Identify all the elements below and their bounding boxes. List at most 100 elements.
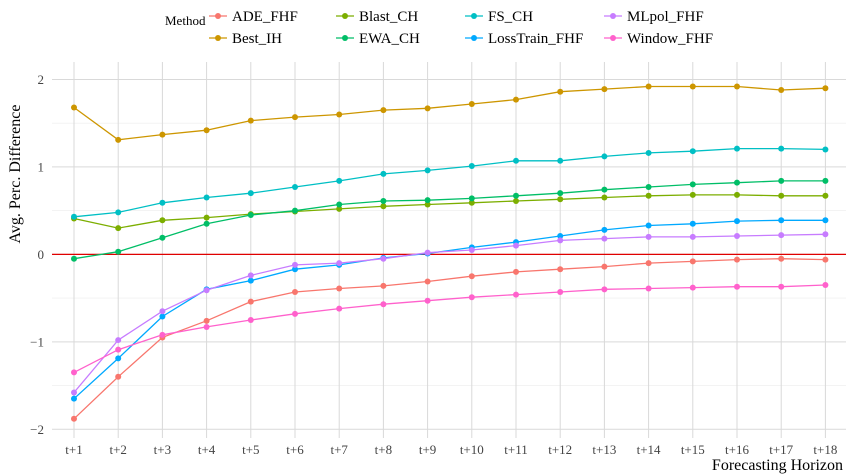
data-point-blast-ch [468,199,475,206]
data-point-fs-ch [601,153,608,160]
data-point-best-ih [247,117,254,124]
data-point-ewa-ch [159,234,166,241]
x-tick-label: t+17 [769,442,793,457]
data-point-blast-ch [424,201,431,208]
y-tick-label: 2 [38,72,45,87]
data-point-blast-ch [822,192,829,199]
data-point-best-ih [822,85,829,92]
data-point-window-fhf [513,291,519,298]
series-line-blast-ch [73,194,826,229]
x-tick-label: t+18 [813,442,837,457]
x-tick-label: t+6 [286,442,304,457]
data-point-mlpol-fhf [380,255,387,262]
data-point-mlpol-fhf [203,287,210,294]
series-ewa-ch [71,177,829,262]
data-point-window-fhf [557,288,564,295]
data-point-ewa-ch [71,255,77,262]
data-point-mlpol-fhf [778,232,785,239]
series-line-ade-fhf [73,258,826,420]
data-point-mlpol-fhf [336,260,343,267]
data-point-mlpol-fhf [645,233,652,240]
data-point-blast-ch [336,205,343,212]
data-point-blast-ch [645,192,652,199]
legend-item-best-ih: Best_IH [209,31,282,47]
data-point-ewa-ch [380,198,387,205]
data-point-ade-fhf [424,278,431,285]
data-point-window-fhf [822,281,829,288]
data-point-mlpol-fhf [159,308,166,315]
legend-key-point [215,13,221,19]
data-point-ewa-ch [203,220,210,227]
legend-key-point [215,35,221,41]
x-tick-label: t+13 [592,442,616,457]
data-point-fs-ch [159,199,166,206]
data-point-blast-ch [203,214,210,221]
data-point-best-ih [115,136,122,143]
data-point-window-fhf [159,331,166,338]
data-point-best-ih [159,131,166,138]
y-axis-title: Avg. Perc. Difference [7,105,24,244]
data-point-mlpol-fhf [292,261,298,268]
data-point-window-fhf [292,310,298,317]
data-point-fs-ch [336,177,343,184]
data-point-window-fhf [778,283,785,290]
data-point-ewa-ch [557,190,564,197]
data-point-mlpol-fhf [115,337,122,344]
data-point-fs-ch [424,167,431,174]
series-line-losstrain-fhf [73,219,826,400]
data-point-ade-fhf [247,298,254,305]
data-point-fs-ch [513,157,519,164]
data-point-blast-ch [601,194,608,201]
data-point-fs-ch [822,146,829,153]
legend-item-blast-ch: Blast_CH [336,9,418,25]
x-tick-label: t+12 [548,442,572,457]
data-point-losstrain-fhf [159,313,166,320]
legend-label: FS_CH [488,9,533,25]
data-point-best-ih [601,86,608,93]
legend-item-ewa-ch: EWA_CH [336,31,420,47]
data-point-ade-fhf [557,266,564,273]
data-point-ade-fhf [380,282,387,289]
legend-item-ade-fhf: ADE_FHF [209,9,298,25]
data-point-blast-ch [380,203,387,210]
data-point-mlpol-fhf [689,233,696,240]
series-best-ih [71,83,829,143]
series-line-fs-ch [73,147,826,218]
series-window-fhf [71,281,829,376]
data-point-ewa-ch [822,177,829,184]
legend-label: Best_IH [232,31,282,47]
data-point-fs-ch [115,209,122,216]
data-point-fs-ch [557,157,564,164]
data-point-ewa-ch [734,179,740,186]
data-point-losstrain-fhf [557,233,564,240]
data-point-ewa-ch [336,201,343,208]
x-tick-label: t+9 [419,442,436,457]
data-point-ade-fhf [689,258,696,265]
data-point-fs-ch [468,163,475,170]
x-axis-ticks: t+1 t+2 t+3 t+4 t+5 t+6 t+7 t+8 t+9 t+10 t+11 t+12 t… [65,442,837,457]
data-point-blast-ch [689,191,696,198]
data-point-ewa-ch [645,184,652,191]
series-losstrain-fhf [71,217,829,402]
data-point-blast-ch [115,225,122,232]
y-tick-label: −1 [30,334,44,349]
data-point-losstrain-fhf [689,220,696,227]
data-point-ewa-ch [247,212,254,219]
data-point-ade-fhf [203,317,210,324]
data-point-best-ih [203,127,210,134]
data-point-mlpol-fhf [71,389,77,396]
data-point-window-fhf [689,284,696,291]
data-point-window-fhf [71,369,77,376]
data-point-losstrain-fhf [292,266,298,273]
data-point-mlpol-fhf [513,242,519,249]
data-point-best-ih [292,114,298,121]
data-point-mlpol-fhf [822,231,829,238]
series-line-mlpol-fhf [73,233,826,393]
series-line-best-ih [73,85,826,141]
data-point-window-fhf [645,285,652,292]
data-point-window-fhf [601,286,608,293]
data-point-ade-fhf [778,255,785,262]
data-point-mlpol-fhf [557,237,564,244]
legend-key-point [342,13,348,19]
